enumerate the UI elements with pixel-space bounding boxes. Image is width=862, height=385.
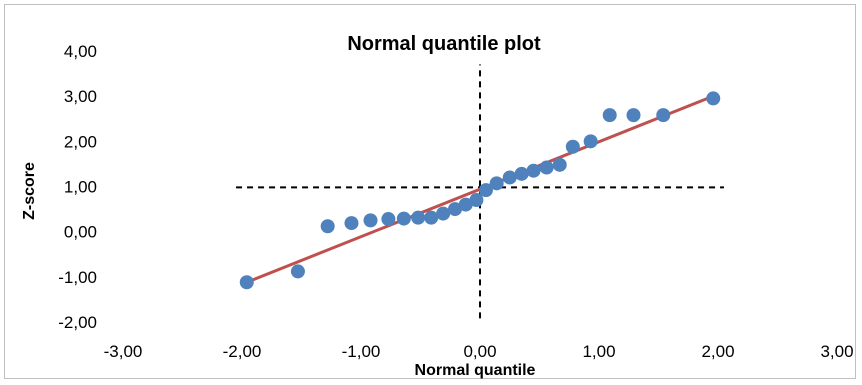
data-point: [539, 160, 554, 175]
data-point: [448, 202, 463, 217]
data-point: [396, 211, 411, 226]
x-tick-label: -2,00: [223, 342, 262, 361]
data-point: [344, 216, 359, 231]
data-point: [583, 134, 598, 149]
data-point: [458, 197, 473, 212]
data-points: [239, 91, 721, 290]
data-point: [363, 213, 378, 228]
data-point: [502, 170, 517, 185]
data-point: [424, 210, 439, 225]
data-point: [320, 219, 335, 234]
data-point: [436, 206, 451, 221]
data-point: [706, 91, 721, 106]
data-point: [602, 108, 617, 123]
data-point: [290, 264, 305, 279]
x-axis-title: Normal quantile: [415, 362, 536, 379]
data-point: [411, 210, 426, 225]
y-tick-label: 2,00: [64, 132, 97, 151]
data-point: [478, 183, 493, 198]
x-tick-label: 3,00: [820, 342, 853, 361]
chart-svg: Normal quantile plot -3,00 -2,00 -1,00 0,00…: [21, 33, 854, 379]
x-tick-label: 1,00: [582, 342, 615, 361]
x-tick-labels: -3,00 -2,00 -1,00 0,00 1,00 2,00 3,00: [104, 342, 854, 361]
data-point: [526, 163, 541, 178]
data-point: [469, 193, 484, 208]
data-point: [552, 157, 567, 172]
y-tick-label: 3,00: [64, 87, 97, 106]
data-point: [565, 139, 580, 154]
y-tick-label: 4,00: [64, 42, 97, 61]
y-tick-label: 1,00: [64, 178, 97, 197]
data-point: [239, 275, 254, 290]
data-point: [381, 212, 396, 227]
data-point: [514, 166, 529, 181]
x-tick-label: 0,00: [463, 342, 496, 361]
x-tick-label: 2,00: [701, 342, 734, 361]
y-axis-title: Z-score: [21, 162, 38, 220]
y-tick-label: -2,00: [58, 313, 97, 332]
data-point: [489, 176, 504, 191]
chart-title: Normal quantile plot: [347, 33, 541, 55]
chart-frame: Normal quantile plot -3,00 -2,00 -1,00 0,00…: [4, 4, 856, 379]
data-point: [626, 108, 641, 123]
x-tick-label: -1,00: [342, 342, 381, 361]
y-tick-labels: -2,00 -1,00 0,00 1,00 2,00 3,00 4,00: [58, 42, 97, 332]
y-tick-label: -1,00: [58, 268, 97, 287]
data-point: [656, 108, 671, 123]
x-tick-label: -3,00: [104, 342, 143, 361]
y-tick-label: 0,00: [64, 223, 97, 242]
